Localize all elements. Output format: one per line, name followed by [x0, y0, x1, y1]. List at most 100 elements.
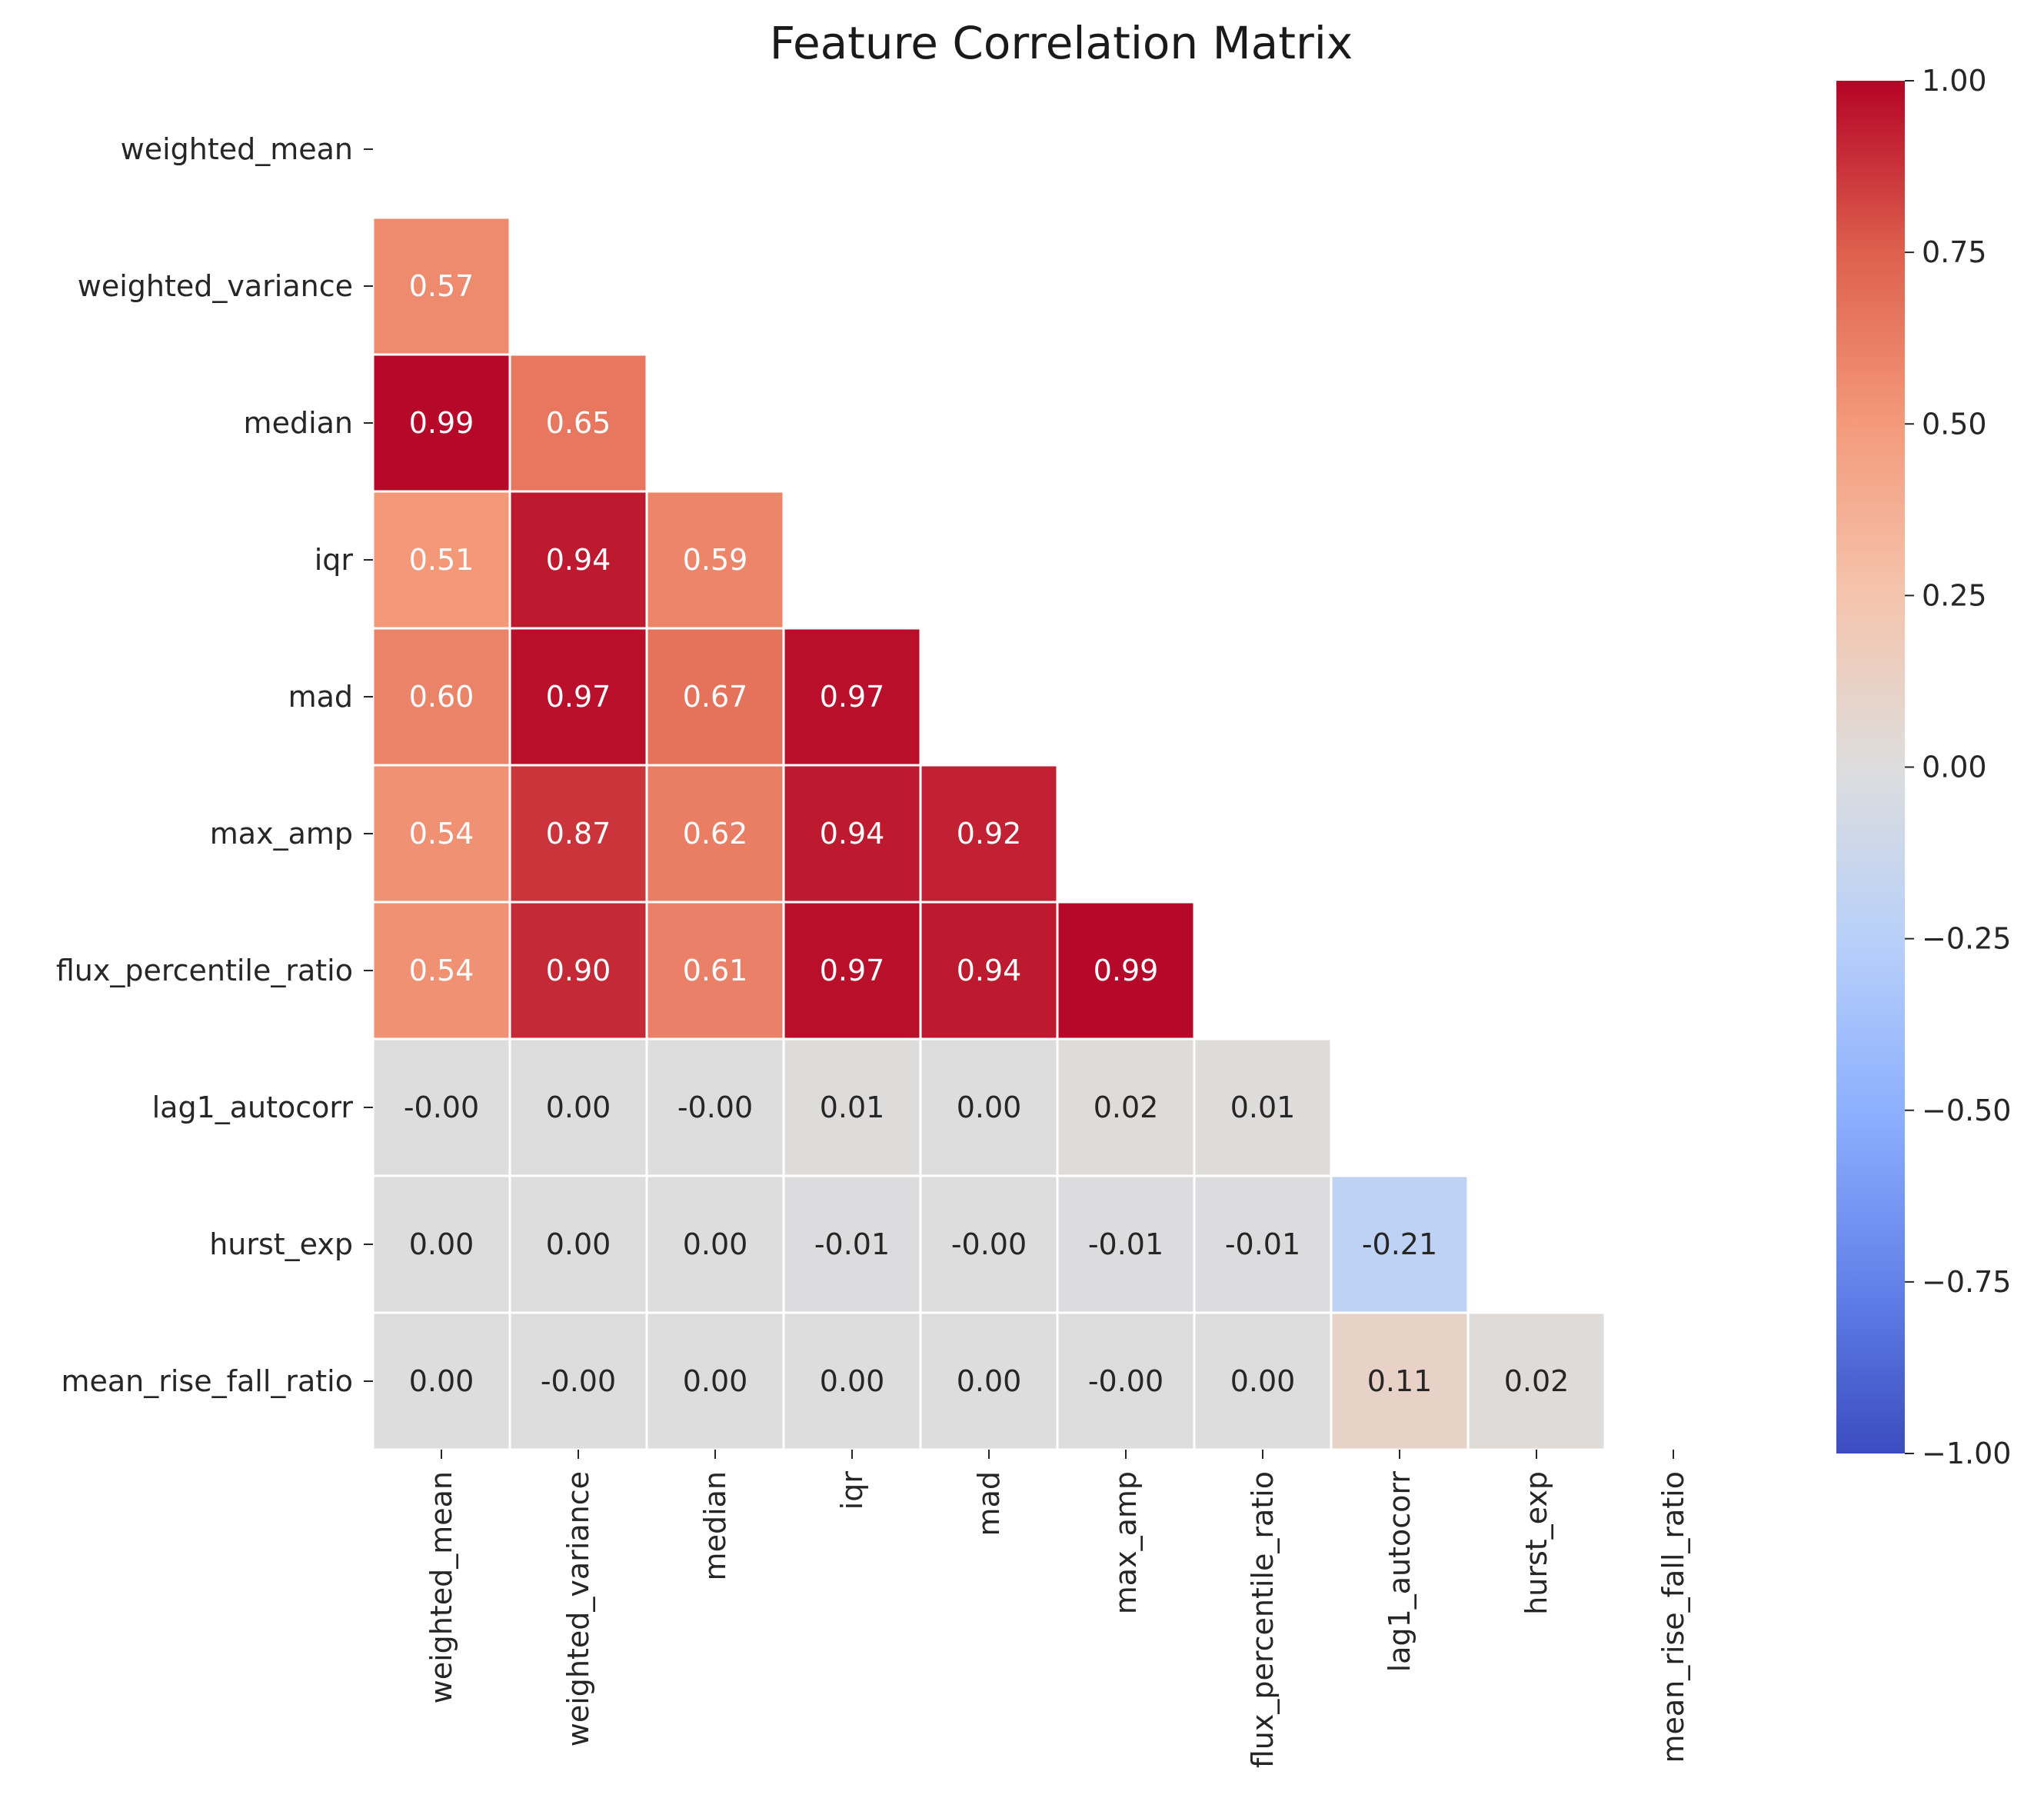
heatmap-cell: [645, 901, 785, 1041]
heatmap-cell: [782, 764, 922, 904]
colorbar-tick-label: −0.75: [1922, 1265, 2011, 1299]
cell-value-label: 0.67: [683, 680, 748, 714]
x-tick-label: hurst_exp: [1520, 1471, 1553, 1615]
heatmap-cell: [371, 1037, 511, 1177]
cell-value-label: 0.94: [546, 543, 611, 577]
x-tick-label: weighted_mean: [424, 1471, 458, 1703]
cell-value-label: 0.01: [820, 1090, 885, 1124]
colorbar-tick-label: 0.50: [1922, 407, 1987, 441]
heatmap-cell: [1056, 901, 1196, 1041]
heatmap-cell: [645, 490, 785, 630]
heatmap-cell: [782, 1311, 922, 1451]
cell-value-label: 0.97: [820, 954, 885, 987]
chart-title: Feature Correlation Matrix: [770, 17, 1353, 69]
x-tick-label: max_amp: [1109, 1471, 1143, 1614]
x-tick-label: mean_rise_fall_ratio: [1656, 1471, 1690, 1763]
y-tick-label: flux_percentile_ratio: [56, 954, 353, 987]
heatmap-cell: [508, 353, 648, 493]
cell-value-label: 0.60: [409, 680, 474, 714]
cell-value-label: 0.94: [957, 954, 1022, 987]
cell-value-label: -0.00: [951, 1227, 1027, 1261]
cell-value-label: 0.54: [409, 954, 474, 987]
heatmap-cell: [782, 901, 922, 1041]
cell-value-label: 0.00: [683, 1364, 748, 1398]
cell-value-label: 0.51: [409, 543, 474, 577]
cell-value-label: 0.94: [820, 817, 885, 851]
x-tick-label: median: [698, 1471, 732, 1580]
cell-value-label: 0.00: [683, 1227, 748, 1261]
cell-value-label: 0.99: [409, 406, 474, 440]
heatmap-cell: [1056, 1311, 1196, 1451]
y-tick-label: median: [244, 406, 353, 440]
colorbar-tick-label: 0.75: [1922, 235, 1987, 269]
heatmap-cell: [508, 1037, 648, 1177]
cell-value-label: 0.00: [546, 1227, 611, 1261]
heatmap-cell: [645, 1311, 785, 1451]
heatmap-annotations: 0.57 0.99 0.65 0.51 0.94 0.59 0.60 0.97 0.67 0.97…: [404, 269, 1569, 1398]
colorbar-tick-label: 1.00: [1922, 64, 1987, 98]
cell-value-label: -0.00: [677, 1090, 753, 1124]
cell-value-label: 0.00: [1230, 1364, 1296, 1398]
cell-value-label: 0.54: [409, 817, 474, 851]
cell-value-label: 0.02: [1504, 1364, 1570, 1398]
cell-value-label: 0.00: [820, 1364, 885, 1398]
heatmap-cell: [782, 627, 922, 767]
heatmap-cell: [1056, 1037, 1196, 1177]
cell-value-label: -0.00: [404, 1090, 479, 1124]
heatmap-cell: [371, 1311, 511, 1451]
cell-value-label: 0.97: [546, 680, 611, 714]
heatmap-cell: [645, 1174, 785, 1314]
cell-value-label: 0.87: [546, 817, 611, 851]
cell-value-label: 0.59: [683, 543, 748, 577]
cell-value-label: 0.00: [409, 1227, 474, 1261]
cell-value-label: -0.01: [814, 1227, 890, 1261]
colorbar: 1.00 0.75 0.50 0.25 0.00 −0.25 −0.50 −0.75 −1.00: [1836, 64, 2011, 1470]
y-tick-label: max_amp: [210, 817, 353, 851]
heatmap-cell: [782, 1037, 922, 1177]
y-tick-label: iqr: [315, 543, 354, 577]
cell-value-label: 0.02: [1094, 1090, 1159, 1124]
x-tick-label: weighted_variance: [561, 1471, 595, 1746]
heatmap-cells: [371, 216, 1606, 1451]
cell-value-label: 0.11: [1367, 1364, 1433, 1398]
cell-value-label: 0.90: [546, 954, 611, 987]
cell-value-label: 0.65: [546, 406, 611, 440]
colorbar-tick-label: −0.50: [1922, 1094, 2011, 1127]
cell-value-label: 0.62: [683, 817, 748, 851]
heatmap-cell: [371, 1174, 511, 1314]
cell-value-label: 0.97: [820, 680, 885, 714]
heatmap-cell: [371, 353, 511, 493]
cell-value-label: 0.99: [1094, 954, 1159, 987]
heatmap-cell: [1330, 1174, 1470, 1314]
cell-value-label: 0.01: [1230, 1090, 1296, 1124]
y-tick-label: mad: [288, 680, 353, 714]
x-tick-label: iqr: [835, 1471, 869, 1510]
cell-value-label: -0.00: [541, 1364, 616, 1398]
colorbar-tick-label: 0.00: [1922, 751, 1987, 784]
cell-value-label: -0.21: [1362, 1227, 1437, 1261]
heatmap-cell: [508, 901, 648, 1041]
x-tick-label: mad: [972, 1471, 1006, 1536]
cell-value-label: 0.61: [683, 954, 748, 987]
y-tick-label: hurst_exp: [209, 1227, 353, 1261]
y-tick-label: mean_rise_fall_ratio: [61, 1364, 353, 1398]
colorbar-gradient: [1836, 81, 1905, 1453]
x-axis: weighted_mean weighted_variance median iqr m…: [424, 1450, 1690, 1768]
heatmap-cell: [919, 901, 1059, 1041]
colorbar-tick-label: 0.25: [1922, 578, 1987, 612]
colorbar-tick-label: −1.00: [1922, 1437, 2011, 1470]
heatmap-cell: [1193, 1311, 1333, 1451]
cell-value-label: 0.57: [409, 269, 474, 303]
cell-value-label: -0.01: [1225, 1227, 1300, 1261]
heatmap-cell: [371, 216, 511, 356]
heatmap-cell: [1193, 1037, 1333, 1177]
x-tick-label: lag1_autocorr: [1383, 1471, 1416, 1673]
heatmap-cell: [508, 764, 648, 904]
cell-value-label: -0.00: [1088, 1364, 1163, 1398]
cell-value-label: 0.92: [957, 817, 1022, 851]
cell-value-label: -0.01: [1088, 1227, 1163, 1261]
cell-value-label: 0.00: [957, 1364, 1022, 1398]
cell-value-label: 0.00: [409, 1364, 474, 1398]
